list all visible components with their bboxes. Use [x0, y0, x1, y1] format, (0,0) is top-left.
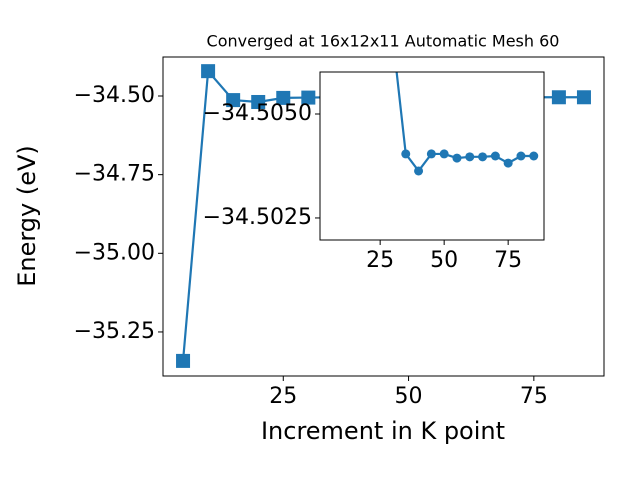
marker — [551, 90, 566, 105]
y-tick-label: −34.5025 — [203, 205, 312, 230]
x-tick-label: 50 — [430, 248, 458, 273]
marker — [439, 149, 449, 159]
marker — [251, 94, 266, 109]
marker — [576, 90, 591, 105]
marker — [426, 149, 436, 159]
marker — [529, 151, 539, 161]
y-tick-label: −34.50 — [74, 83, 155, 108]
marker — [301, 90, 316, 105]
marker — [201, 64, 216, 79]
marker — [176, 353, 191, 368]
marker — [226, 93, 241, 108]
marker — [465, 152, 475, 162]
y-tick-label: −35.25 — [74, 319, 155, 344]
marker — [452, 153, 462, 163]
axes-frame — [162, 56, 605, 377]
plot-layer — [395, 72, 539, 176]
chart-title: Converged at 16x12x11 Automatic Mesh 60 — [207, 32, 560, 51]
x-tick-label: 75 — [494, 248, 522, 273]
marker — [414, 166, 424, 176]
x-tick-label: 25 — [366, 248, 394, 273]
marker — [401, 149, 411, 159]
marker — [516, 151, 526, 161]
marker — [276, 90, 291, 105]
y-tick-label: −34.5050 — [203, 101, 312, 126]
axes-frame — [319, 71, 545, 241]
x-axis-label: Increment in K point — [261, 417, 505, 445]
y-axis-label: Energy (eV) — [13, 145, 41, 287]
marker — [490, 151, 500, 161]
marker — [478, 152, 488, 162]
x-tick-label: 50 — [395, 384, 423, 409]
x-tick-label: 75 — [520, 384, 548, 409]
y-tick-label: −34.75 — [74, 162, 155, 187]
marker — [503, 158, 513, 168]
y-tick-label: −35.00 — [74, 240, 155, 265]
x-tick-label: 25 — [269, 384, 297, 409]
